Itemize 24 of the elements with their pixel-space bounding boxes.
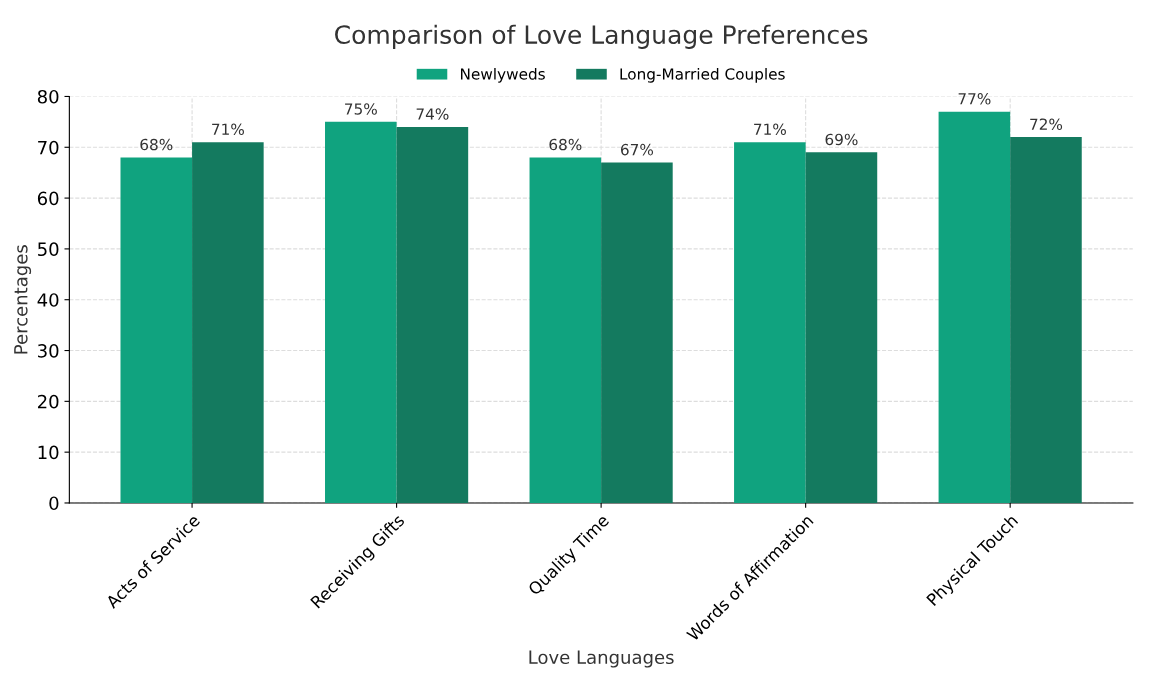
y-tick-label: 70 (38, 140, 59, 155)
legend-label: Long-Married Couples (620, 67, 785, 83)
data-label: 71% (212, 123, 244, 136)
x-axis-title: Love Languages (529, 650, 674, 668)
y-tick-label: 0 (49, 496, 59, 511)
data-label: 71% (754, 123, 786, 136)
chart-title: Comparison of Love Language Preferences (335, 24, 868, 49)
data-label: 74% (416, 108, 449, 120)
y-tick-label: 10 (38, 445, 59, 460)
y-tick-label: 50 (38, 242, 59, 257)
data-label: 69% (825, 133, 858, 146)
data-label: 77% (958, 93, 991, 105)
y-tick-label: 40 (37, 293, 59, 307)
data-label: 75% (345, 103, 377, 115)
y-tick-label: 30 (38, 343, 59, 358)
y-tick-label: 80 (37, 89, 59, 104)
y-tick-label: 20 (37, 394, 59, 409)
data-label: 72% (1030, 118, 1063, 130)
y-tick-label: 60 (37, 191, 59, 206)
data-label: 68% (549, 138, 582, 151)
legend-label: Newlyweds (461, 67, 545, 83)
data-label: 67% (621, 143, 654, 156)
data-label: 68% (140, 138, 173, 151)
y-axis-title: Percentages (14, 245, 32, 354)
